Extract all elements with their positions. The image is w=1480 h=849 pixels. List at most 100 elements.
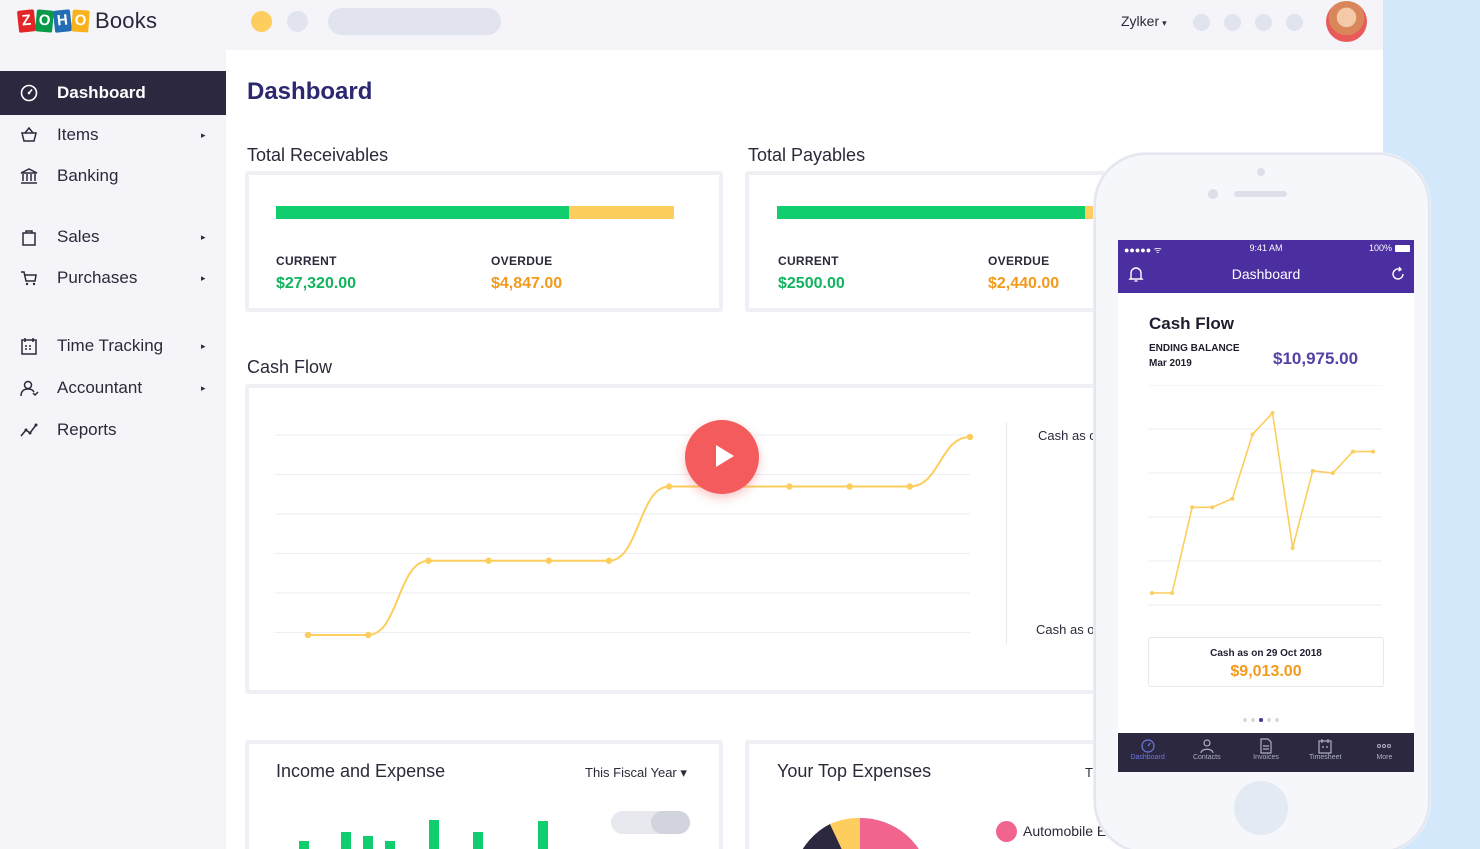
basket-icon	[0, 125, 57, 145]
bell-icon[interactable]	[1127, 265, 1145, 283]
data-point[interactable]	[1270, 411, 1275, 415]
sidebar-item-accountant[interactable]: Accountant ▸	[0, 368, 226, 408]
cash-flow-chart[interactable]	[260, 400, 990, 660]
cash-as-on-label: Cash as on 29 Oct 2018	[1210, 648, 1322, 659]
phone-cash-flow-chart	[1148, 385, 1382, 606]
data-point[interactable]	[1350, 449, 1355, 454]
bank-icon	[0, 166, 57, 186]
sidebar	[0, 50, 226, 849]
sidebar-item-purchases[interactable]: Purchases ▸	[0, 258, 226, 298]
zoho-logo-tiles: Z O H O	[16, 9, 90, 33]
data-point[interactable]	[304, 631, 312, 639]
data-point[interactable]	[966, 433, 974, 441]
phone-sensor	[1208, 189, 1218, 199]
carousel-dots[interactable]	[1243, 718, 1279, 722]
receivables-overdue-label: OVERDUE	[491, 254, 553, 268]
sidebar-item-sales[interactable]: Sales ▸	[0, 217, 226, 257]
tab-dashboard[interactable]: Dashboard	[1118, 733, 1177, 772]
data-point[interactable]	[1310, 468, 1315, 473]
sidebar-item-banking[interactable]: Banking	[0, 156, 226, 196]
data-point[interactable]	[786, 483, 793, 490]
data-point[interactable]	[1371, 449, 1375, 454]
data-point[interactable]	[485, 557, 492, 564]
income-bar	[299, 841, 309, 849]
sidebar-item-label: Time Tracking	[57, 336, 164, 355]
income-expense-bars	[299, 820, 548, 849]
receivables-overdue-value: $4,847.00	[491, 275, 563, 292]
header-icon-placeholder[interactable]	[1286, 14, 1303, 31]
data-point[interactable]	[906, 483, 914, 490]
payables-card[interactable]	[745, 171, 1145, 312]
tab-more[interactable]: More	[1355, 733, 1414, 772]
data-point[interactable]	[545, 557, 552, 564]
sidebar-item-dashboard[interactable]: Dashboard	[0, 71, 226, 115]
legend-label: Automobile E	[1023, 823, 1107, 839]
tab-timesheet[interactable]: Timesheet	[1296, 733, 1355, 772]
organization-switcher[interactable]: Zylker ▾	[1121, 13, 1167, 29]
refresh-icon[interactable]	[1389, 265, 1407, 283]
logo-tile: O	[71, 9, 90, 33]
tab-label: Invoices	[1253, 754, 1279, 761]
payables-title: Total Payables	[748, 145, 866, 165]
data-point[interactable]	[1150, 591, 1154, 595]
fiscal-year-dropdown[interactable]: This Fiscal Year ▾	[585, 765, 687, 781]
tab-label: Timesheet	[1309, 754, 1342, 761]
more-dots-icon	[1377, 744, 1392, 748]
income-expense-title: Income and Expense	[276, 761, 446, 781]
payables-overdue-value: $2,440.00	[988, 275, 1060, 292]
zoho-books-logo[interactable]: Z O H O Books	[16, 8, 157, 34]
data-point[interactable]	[1290, 546, 1295, 550]
receivables-current-label: CURRENT	[276, 254, 337, 268]
user-avatar[interactable]	[1326, 1, 1367, 42]
logo-tile: H	[52, 9, 73, 33]
receivables-card[interactable]	[245, 171, 723, 312]
data-point[interactable]	[1170, 591, 1175, 595]
header-icon-placeholder[interactable]	[1193, 14, 1210, 31]
data-point[interactable]	[605, 557, 613, 564]
page-title: Dashboard	[247, 78, 373, 105]
cash-flow-title: Cash Flow	[247, 357, 333, 377]
overdue-share-segment	[568, 206, 674, 219]
data-point[interactable]	[1330, 471, 1335, 475]
income-bar	[341, 832, 351, 849]
cash-legend-bottom: Cash as o	[1036, 622, 1095, 637]
data-point[interactable]	[425, 557, 432, 564]
ending-balance-value: $10,975.00	[1273, 349, 1359, 368]
data-point[interactable]	[1190, 505, 1195, 510]
sidebar-item-time-tracking[interactable]: Time Tracking ▸	[0, 326, 226, 366]
data-point[interactable]	[846, 483, 853, 490]
cart-icon	[0, 268, 57, 288]
header-icon-placeholder[interactable]	[1255, 14, 1272, 31]
receivables-progress-bar	[276, 206, 674, 219]
data-point[interactable]	[364, 631, 372, 639]
sidebar-item-label: Dashboard	[57, 83, 146, 102]
caret-right-icon: ▸	[201, 272, 206, 283]
data-point[interactable]	[1210, 505, 1215, 510]
phone-home-button	[1234, 781, 1288, 835]
sidebar-item-items[interactable]: Items ▸	[0, 115, 226, 155]
series-line	[308, 436, 971, 636]
income-bar	[363, 836, 373, 849]
phone-card-title: Cash Flow	[1149, 314, 1235, 333]
play-video-button[interactable]	[685, 420, 759, 494]
logo-tile: O	[35, 9, 54, 33]
tab-invoices[interactable]: Invoices	[1236, 733, 1295, 772]
sidebar-item-reports[interactable]: Reports	[0, 410, 226, 450]
contacts-icon	[1200, 739, 1214, 754]
chart-view-toggle[interactable]	[611, 811, 690, 834]
data-point[interactable]	[1230, 496, 1235, 501]
search-bar[interactable]	[328, 8, 501, 35]
top-expenses-card[interactable]	[745, 740, 1145, 849]
caret-right-icon: ▸	[201, 382, 206, 393]
tab-contacts[interactable]: Contacts	[1177, 733, 1236, 772]
top-bar: Z O H O Books Zylker ▾	[0, 0, 1383, 50]
data-point[interactable]	[1250, 432, 1255, 437]
sidebar-item-label: Banking	[57, 166, 119, 185]
chevron-down-icon: ▾	[1162, 18, 1167, 28]
carousel-dot	[1267, 718, 1271, 722]
top-expenses-period[interactable]: T	[1085, 765, 1093, 780]
header-icon-placeholder[interactable]	[1224, 14, 1241, 31]
calendar-icon	[0, 336, 57, 356]
data-point[interactable]	[665, 483, 673, 490]
payables-progress-bar	[777, 206, 1144, 219]
